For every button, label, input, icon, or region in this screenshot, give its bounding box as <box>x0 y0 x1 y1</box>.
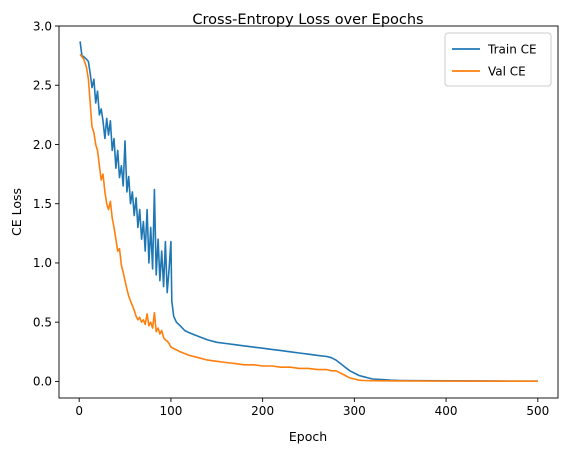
y-tick-label: 2.5 <box>33 79 52 93</box>
y-tick-label: 0.5 <box>33 315 52 329</box>
x-tick-label: 200 <box>251 404 274 418</box>
x-tick-label: 300 <box>343 404 366 418</box>
legend-label-1: Train CE <box>487 42 537 56</box>
y-axis: 0.0 0.5 1.0 1.5 2.0 2.5 3.0 <box>33 19 59 389</box>
series-line-2 <box>79 53 538 383</box>
y-tick-label: 1.0 <box>33 256 52 270</box>
x-tick-label: 400 <box>435 404 458 418</box>
plot-frame <box>58 25 559 399</box>
x-axis: 0 100 200 300 400 500 <box>75 398 549 418</box>
legend: Train CE Val CE <box>444 32 552 87</box>
x-tick-label: 100 <box>159 404 182 418</box>
chart-title: Cross-Entropy Loss over Epochs <box>192 12 423 28</box>
y-tick-label: 1.5 <box>33 197 52 211</box>
series-layer <box>79 41 538 383</box>
x-tick-label: 0 <box>75 404 83 418</box>
legend-box <box>444 32 552 87</box>
series-line-1 <box>79 41 538 383</box>
y-axis-label: CE Loss <box>9 188 24 236</box>
y-tick-label: 2.0 <box>33 138 52 152</box>
y-tick-label: 0.0 <box>33 375 52 389</box>
legend-label-2: Val CE <box>488 64 526 78</box>
x-axis-label: Epoch <box>289 429 327 444</box>
x-tick-label: 500 <box>526 404 549 418</box>
y-tick-label: 3.0 <box>33 19 52 33</box>
